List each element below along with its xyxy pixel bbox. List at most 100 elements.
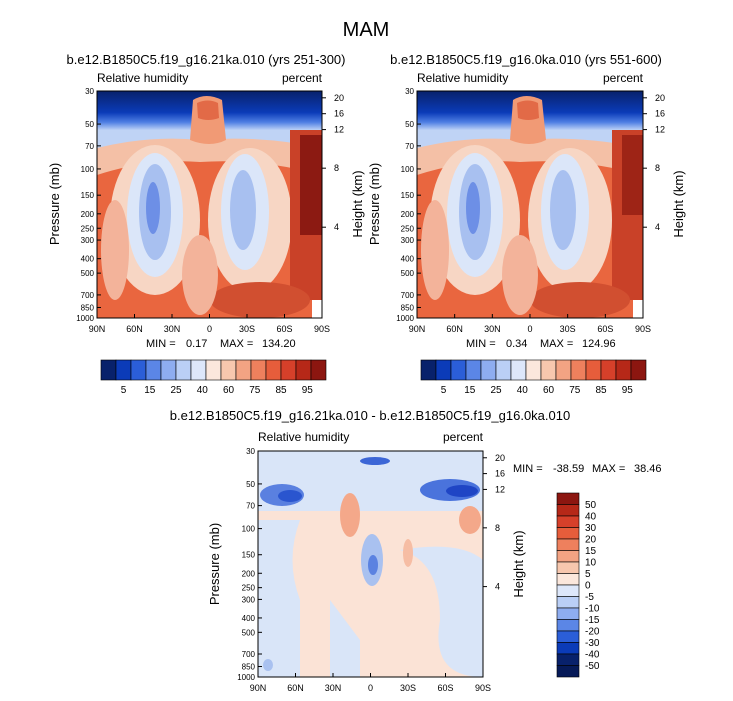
panel-3-title: b.e12.B1850C5.f19_g16.21ka.010 - b.e12.B… — [170, 408, 570, 423]
bar-3-swatch — [556, 515, 580, 528]
bar-3-swatch — [556, 573, 580, 586]
bar-3-label: 10 — [585, 558, 597, 569]
bar-3-label: 50 — [585, 500, 597, 511]
panel-3-ytick-label: 1000 — [237, 673, 255, 682]
panel-2-ytick-label: 30 — [405, 87, 414, 96]
panel-2-xtick-label: 30N — [484, 324, 501, 334]
panel-3-xtick-label: 60N — [287, 683, 304, 693]
panel-3-y2tick-label: 8 — [495, 523, 500, 533]
bar-3-swatch — [556, 630, 580, 643]
panel-3-y2tick-label: 20 — [495, 453, 505, 463]
panel-2-field — [417, 91, 643, 318]
bar-2-swatch — [480, 359, 497, 381]
panel-1-xtick-label: 60N — [126, 324, 143, 334]
panel-3-xtick-label: 30S — [400, 683, 416, 693]
panel-1-ytick-label: 50 — [85, 120, 94, 129]
bar-3-label: -5 — [585, 592, 594, 603]
panel-1-ytick-label: 400 — [81, 255, 95, 264]
panel-1-ytick-label: 1000 — [76, 314, 94, 323]
bar-2-label: 95 — [622, 385, 634, 396]
panel-1-ytick-label: 250 — [81, 224, 95, 233]
panel-1-ytick-label: 500 — [81, 269, 95, 278]
panel-3-ytick-label: 250 — [242, 584, 256, 593]
panel-3-xtick-label: 30N — [325, 683, 342, 693]
panel-2-right-label: percent — [603, 71, 644, 85]
panel-2-ytick-label: 150 — [401, 191, 415, 200]
bar-1-label: 25 — [170, 385, 182, 396]
bar-3-label: -50 — [585, 661, 600, 672]
panel-2-y2tick-label: 16 — [655, 109, 665, 119]
bar-3-swatch — [556, 619, 580, 632]
panel-3-min-label: MIN = — [513, 463, 543, 475]
panel-2-y2tick-label: 4 — [655, 222, 660, 232]
panel-2-max-value: 124.96 — [582, 338, 616, 350]
panel-3-xtick-label: 90S — [475, 683, 491, 693]
panel-1-right-label: percent — [282, 71, 323, 85]
bar-3-swatch — [556, 492, 580, 505]
panel-2-title: b.e12.B1850C5.f19_g16.0ka.010 (yrs 551-6… — [390, 52, 662, 67]
panel-2-ytick-label: 250 — [401, 224, 415, 233]
bar-2-swatch — [585, 359, 602, 381]
panel-1-title: b.e12.B1850C5.f19_g16.21ka.010 (yrs 251-… — [67, 52, 346, 67]
panel-1: b.e12.B1850C5.f19_g16.21ka.010 (yrs 251-… — [47, 52, 365, 350]
panel-2-ytick-label: 850 — [401, 303, 415, 312]
panel-1-ytick-label: 30 — [85, 87, 94, 96]
panel-3-y2tick-label: 4 — [495, 582, 500, 592]
panel-3-ytick-label: 700 — [242, 650, 256, 659]
bar-1-label: 60 — [223, 385, 235, 396]
bar-1-label: 15 — [144, 385, 156, 396]
panel-1-left-label: Relative humidity — [97, 71, 188, 85]
bar-3-label: 20 — [585, 535, 597, 546]
panel-2-y2tick-label: 8 — [655, 163, 660, 173]
panel-2-y2tick-label: 20 — [655, 93, 665, 103]
panel-1-ytick-label: 200 — [81, 210, 95, 219]
panel-3-ytick-label: 50 — [246, 480, 255, 489]
bar-3-swatch — [556, 653, 580, 666]
panel-3-max-label: MAX = — [592, 463, 625, 475]
panel-3-ytick-label: 30 — [246, 447, 255, 456]
bar-3-label: 30 — [585, 523, 597, 534]
panel-2-ytick-label: 50 — [405, 120, 414, 129]
panel-3-xtick-label: 60S — [437, 683, 453, 693]
bar-2-swatch — [630, 359, 647, 381]
bar-2-swatch — [495, 359, 512, 381]
panel-1-y2tick-label: 12 — [334, 125, 344, 135]
bar-1-swatch — [115, 359, 132, 381]
panel-2-xtick-label: 60S — [597, 324, 613, 334]
panel-2-xtick-label: 30S — [560, 324, 576, 334]
panel-2-xtick-label: 90N — [409, 324, 426, 334]
panel-1-y2tick-label: 8 — [334, 163, 339, 173]
panel-3-min-value: -38.59 — [553, 463, 584, 475]
panel-1-y2tick-label: 20 — [334, 93, 344, 103]
bar-2-swatch — [510, 359, 527, 381]
panel-1-xtick-label: 0 — [207, 324, 212, 334]
bar-3-label: -40 — [585, 650, 600, 661]
panel-1-ytick-label: 100 — [81, 165, 95, 174]
bar-3-swatch — [556, 584, 580, 597]
bar-1-swatch — [205, 359, 222, 381]
panel-1-y2tick-label: 16 — [334, 109, 344, 119]
panel-1-y2tick-label: 4 — [334, 222, 339, 232]
panel-2-ytick-label: 500 — [401, 269, 415, 278]
panel-1-xtick-label: 90N — [89, 324, 106, 334]
bar-3-label: 15 — [585, 546, 597, 557]
panel-1-min-value: 0.17 — [186, 338, 207, 350]
bar-1-label: 5 — [121, 385, 127, 396]
panel-2-max-label: MAX = — [540, 338, 573, 350]
bar-3-label: -30 — [585, 638, 600, 649]
bar-1-swatch — [145, 359, 162, 381]
main-title: MAM — [343, 19, 390, 41]
bar-2-swatch — [540, 359, 557, 381]
bar-2-swatch — [525, 359, 542, 381]
bar-3-label: -10 — [585, 604, 600, 615]
panel-3-y2label: Height (km) — [511, 530, 526, 597]
bar-1-swatch — [100, 359, 117, 381]
panel-3-ytick-label: 300 — [242, 595, 256, 604]
bar-3-label: -15 — [585, 615, 600, 626]
panel-2-ytick-label: 1000 — [396, 314, 414, 323]
panel-1-min-label: MIN = — [146, 338, 176, 350]
bar-3-swatch — [556, 596, 580, 609]
bar-2-swatch — [465, 359, 482, 381]
bar-3-label: 5 — [585, 569, 591, 580]
panel-3-ytick-label: 70 — [246, 502, 255, 511]
